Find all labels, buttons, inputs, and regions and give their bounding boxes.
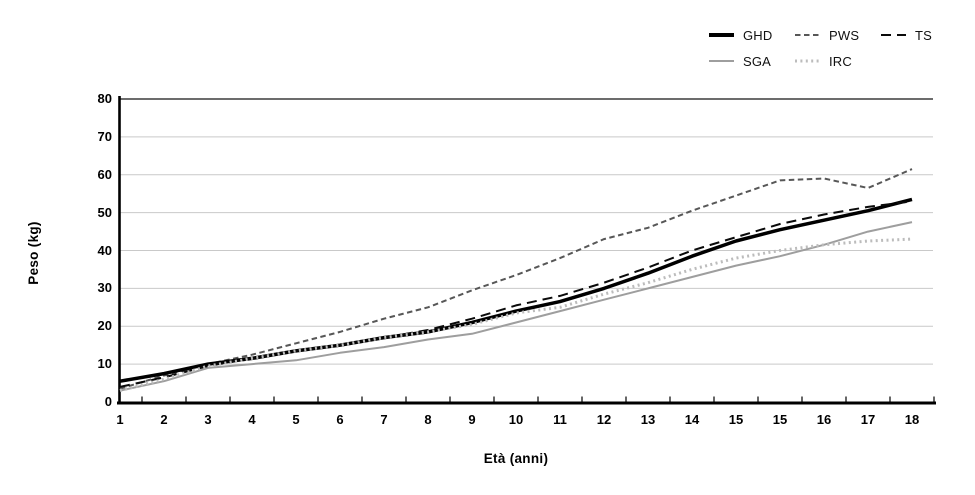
legend-item-irc: IRC <box>795 52 881 70</box>
legend-marker-ts-line <box>881 31 906 39</box>
legend-label-pws: PWS <box>829 27 860 43</box>
y-tick-label-70: 70 <box>97 128 112 144</box>
x-tick-label-4: 5 <box>292 412 300 427</box>
x-tick-label-6: 7 <box>380 412 388 427</box>
legend-label-ts: TS <box>915 27 933 43</box>
x-tick-label-5: 6 <box>336 412 344 427</box>
legend-label-irc: IRC <box>829 53 852 69</box>
x-tick-label-14: 15 <box>728 412 744 427</box>
legend-marker-ghd-line <box>709 31 734 39</box>
y-tick-label-40: 40 <box>97 242 112 258</box>
x-tick-label-18: 18 <box>904 412 920 427</box>
x-tick-label-10: 11 <box>553 412 567 427</box>
x-tick-label-7: 8 <box>424 412 432 427</box>
series-line-ghd <box>119 197 913 383</box>
legend-marker-pws-line <box>795 31 820 39</box>
x-axis-title: Età (anni) <box>483 451 549 466</box>
legend-item-sga: SGA <box>709 52 795 70</box>
y-tick-label-20: 20 <box>97 318 112 334</box>
x-tick-label-11: 12 <box>596 412 612 427</box>
legend-item-pws: PWS <box>795 26 881 44</box>
y-tick-label-0: 0 <box>104 394 112 409</box>
legend-item-ghd: GHD <box>709 26 795 44</box>
legend-marker-irc-line <box>795 57 820 65</box>
legend-row-1: GHD PWS TS <box>709 26 951 44</box>
legend-item-ts: TS <box>881 26 951 44</box>
y-tick-label-10: 10 <box>97 356 112 372</box>
legend-label-ghd: GHD <box>743 27 773 43</box>
series-line-sga <box>119 221 913 392</box>
x-tick-label-2: 3 <box>204 412 212 427</box>
x-tick-label-16: 16 <box>816 412 832 427</box>
y-tick-label-80: 80 <box>97 91 112 106</box>
series-line-irc <box>119 237 913 393</box>
x-tick-label-3: 4 <box>248 412 256 427</box>
legend-marker-sga-line <box>709 57 734 65</box>
x-tick-label-12: 13 <box>640 412 656 427</box>
y-tick-label-60: 60 <box>97 166 112 182</box>
legend-label-sga: SGA <box>743 53 772 69</box>
legend-row-2: SGA IRC <box>709 52 951 70</box>
x-tick-label-15: 15 <box>772 412 788 427</box>
x-tick-label-17: 17 <box>860 412 876 427</box>
x-tick-label-13: 14 <box>684 412 700 427</box>
x-tick-label-1: 2 <box>160 412 168 427</box>
chart-legend: GHD PWS TS SGA IRC <box>709 26 951 70</box>
x-tick-label-8: 9 <box>468 412 476 427</box>
y-axis-title: Peso (kg) <box>26 221 41 285</box>
series-line-pws <box>119 168 913 390</box>
x-tick-label-0: 1 <box>116 412 124 427</box>
y-tick-label-30: 30 <box>97 280 112 296</box>
x-tick-label-9: 10 <box>508 412 524 427</box>
y-tick-label-50: 50 <box>97 204 112 220</box>
